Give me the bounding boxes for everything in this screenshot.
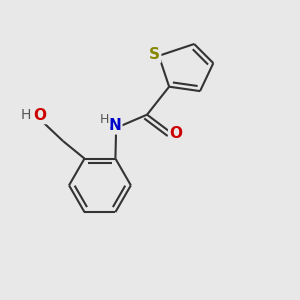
Text: H: H [100, 113, 109, 126]
Text: H: H [21, 108, 31, 122]
Text: O: O [169, 126, 182, 141]
Text: O: O [33, 108, 46, 123]
Text: S: S [149, 47, 160, 62]
Text: N: N [108, 118, 121, 133]
